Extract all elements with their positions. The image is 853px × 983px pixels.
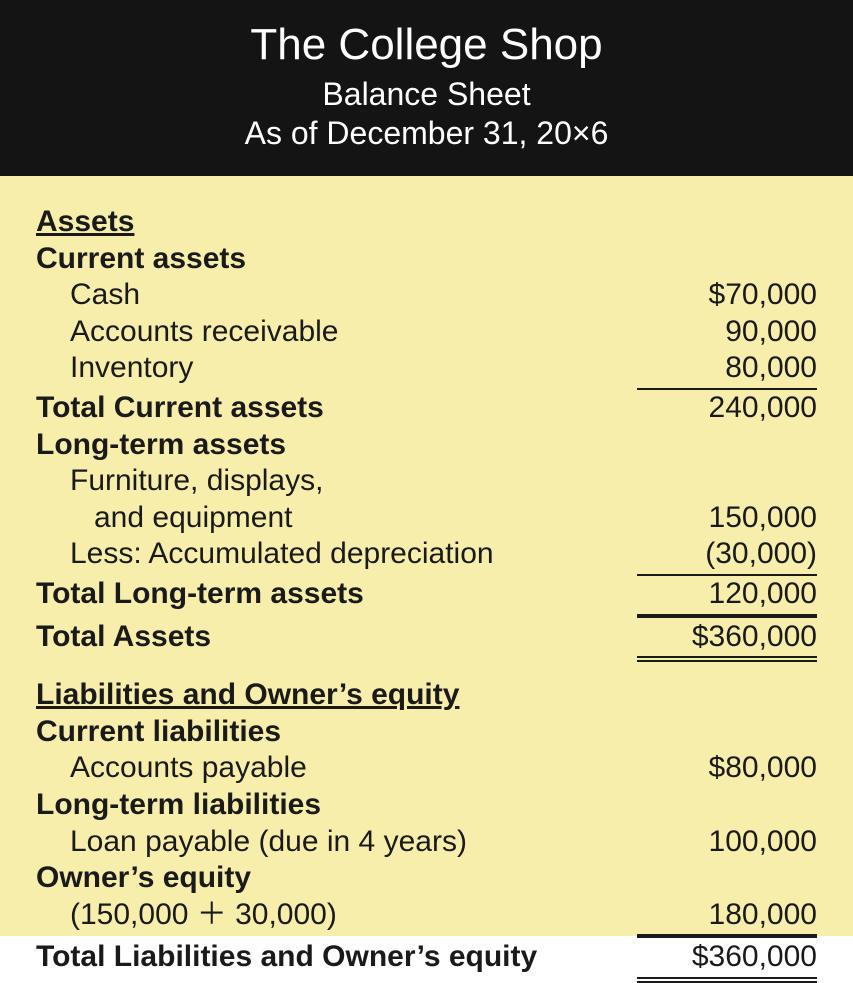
line-item-value: 100,000 [637, 824, 817, 861]
current-liabilities-label: Current liabilities [36, 714, 817, 751]
longterm-liabilities-heading: Long-term liabilities [36, 787, 817, 824]
document-header: The College Shop Balance Sheet As of Dec… [0, 0, 853, 176]
line-item-owners-equity: (150,000 ＋ 30,000) 180,000 [36, 897, 817, 937]
total-label: Total Assets [36, 619, 637, 656]
line-item-label: and equipment [36, 500, 637, 537]
total-label: Total Liabilities and Owner’s equity [36, 939, 637, 976]
total-value: $360,000 [637, 616, 817, 656]
line-item-furniture-2: and equipment 150,000 [36, 500, 817, 537]
current-assets-label: Current assets [36, 241, 817, 278]
line-item-label: (150,000 ＋ 30,000) [36, 897, 637, 934]
line-item-depreciation: Less: Accumulated depreciation (30,000) [36, 536, 817, 576]
line-item-ar: Accounts receivable 90,000 [36, 314, 817, 351]
line-item-value: (30,000) [637, 536, 817, 576]
line-item-value: 90,000 [637, 314, 817, 351]
total-value: 240,000 [637, 390, 817, 427]
as-of-date: As of December 31, 20×6 [0, 115, 853, 152]
line-item-loan: Loan payable (due in 4 years) 100,000 [36, 824, 817, 861]
total-label: Total Current assets [36, 390, 637, 427]
total-value: 120,000 [637, 576, 817, 616]
assets-section-heading: Assets [36, 204, 817, 241]
line-item-label: Accounts receivable [36, 314, 637, 351]
total-longterm-assets: Total Long-term assets 120,000 [36, 576, 817, 616]
line-item-furniture-1: Furniture, displays, [36, 463, 817, 500]
line-item-label: Cash [36, 277, 637, 314]
total-label: Total Long-term assets [36, 576, 637, 613]
line-item-label: Less: Accumulated depreciation [36, 536, 637, 573]
liab-eq-heading-label: Liabilities and Owner’s equity [36, 677, 817, 714]
line-item-value: 80,000 [637, 350, 817, 390]
section-gap [36, 655, 817, 677]
line-item-ap: Accounts payable $80,000 [36, 750, 817, 787]
longterm-liabilities-label: Long-term liabilities [36, 787, 817, 824]
total-assets: Total Assets $360,000 [36, 616, 817, 656]
document-title: Balance Sheet [0, 76, 853, 113]
current-assets-heading: Current assets [36, 241, 817, 278]
line-item-value: $70,000 [637, 277, 817, 314]
owners-equity-heading: Owner’s equity [36, 860, 817, 897]
line-item-label: Loan payable (due in 4 years) [36, 824, 637, 861]
company-name: The College Shop [0, 20, 853, 70]
balance-sheet-body: Assets Current assets Cash $70,000 Accou… [0, 176, 853, 936]
line-item-inventory: Inventory 80,000 [36, 350, 817, 390]
longterm-assets-heading: Long-term assets [36, 427, 817, 464]
total-liab-eq: Total Liabilities and Owner’s equity $36… [36, 936, 817, 976]
current-liabilities-heading: Current liabilities [36, 714, 817, 751]
line-item-value: 150,000 [637, 500, 817, 537]
line-item-value: 180,000 [637, 897, 817, 937]
longterm-assets-label: Long-term assets [36, 427, 817, 464]
line-item-value: $80,000 [637, 750, 817, 787]
total-current-assets: Total Current assets 240,000 [36, 390, 817, 427]
assets-heading-label: Assets [36, 204, 817, 241]
liab-eq-section-heading: Liabilities and Owner’s equity [36, 677, 817, 714]
line-item-cash: Cash $70,000 [36, 277, 817, 314]
total-value: $360,000 [637, 936, 817, 976]
line-item-label: Inventory [36, 350, 637, 387]
line-item-label: Accounts payable [36, 750, 637, 787]
line-item-label: Furniture, displays, [36, 463, 637, 500]
owners-equity-label: Owner’s equity [36, 860, 817, 897]
